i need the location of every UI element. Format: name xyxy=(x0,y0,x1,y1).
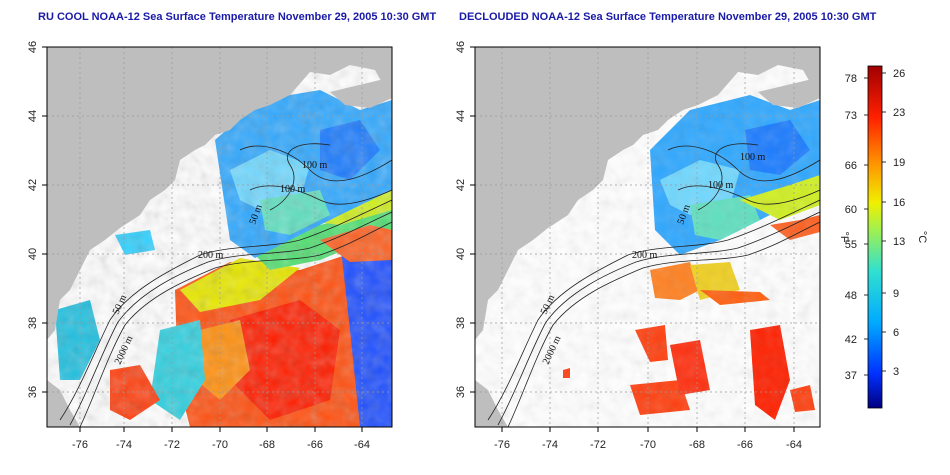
panel-1-title: RU COOL NOAA-12 Sea Surface Temperature … xyxy=(38,11,437,23)
map-left: 100 m 100 m 50 m 200 m 50 m 2000 m -76 -… xyxy=(27,41,393,451)
lat-tick-label: 36 xyxy=(27,386,39,398)
lat-tick-label: 36 xyxy=(455,386,467,398)
contour-label-100m-a: 100 m xyxy=(740,152,766,163)
lon-tick-label: -68 xyxy=(259,439,275,451)
fahrenheit-tick: 55 xyxy=(845,239,857,251)
lon-tick-label: -66 xyxy=(737,439,753,451)
lon-tick-label: -72 xyxy=(164,439,180,451)
lon-tick-label: -70 xyxy=(640,439,656,451)
lon-tick-label: -74 xyxy=(542,439,558,451)
lat-tick-label: 40 xyxy=(27,248,39,260)
celsius-tick: 16 xyxy=(893,197,905,209)
celsius-tick: 3 xyxy=(893,366,899,378)
fahrenheit-tick: 73 xyxy=(845,110,857,122)
lon-tick-label: -64 xyxy=(354,439,370,451)
celsius-tick: 26 xyxy=(893,68,905,80)
map-right: 100 m 100 m 50 m 200 m 50 m 2000 m -76 -… xyxy=(455,41,821,451)
land-mass xyxy=(475,47,820,340)
lat-tick-label: 46 xyxy=(455,41,467,53)
lat-tick-label: 42 xyxy=(27,179,39,191)
lat-tick-label: 44 xyxy=(455,110,467,122)
lon-tick-label: -72 xyxy=(590,439,606,451)
y-axis-left: 36 38 40 42 44 46 xyxy=(27,41,47,398)
celsius-label: °C xyxy=(916,231,928,243)
contour-label-100m-a: 100 m xyxy=(302,160,328,171)
celsius-tick: 6 xyxy=(893,327,899,339)
fahrenheit-tick: 37 xyxy=(845,370,857,382)
lon-tick-label: -70 xyxy=(212,439,228,451)
lat-tick-label: 38 xyxy=(27,317,39,329)
lon-tick-label: -76 xyxy=(494,439,510,451)
contour-label-100m-b: 100 m xyxy=(280,184,306,195)
contour-label-200m: 200 m xyxy=(198,250,224,261)
y-axis-right: 36 38 40 42 44 46 xyxy=(455,41,475,398)
contour-label-100m-b: 100 m xyxy=(708,180,734,191)
fahrenheit-label: °F xyxy=(838,231,850,242)
celsius-tick: 9 xyxy=(893,288,899,300)
contour-label-200m: 200 m xyxy=(632,250,658,261)
fahrenheit-tick: 66 xyxy=(845,160,857,172)
lat-tick-label: 40 xyxy=(455,248,467,260)
lon-tick-label: -68 xyxy=(689,439,705,451)
celsius-tick: 19 xyxy=(893,157,905,169)
celsius-tick: 23 xyxy=(893,107,905,119)
lat-tick-label: 38 xyxy=(455,317,467,329)
land-mass xyxy=(47,47,392,340)
panel-2-title: DECLOUDED NOAA-12 Sea Surface Temperatur… xyxy=(459,11,877,23)
fahrenheit-tick: 60 xyxy=(845,204,857,216)
colorbar-gradient xyxy=(867,65,883,409)
lon-tick-label: -74 xyxy=(116,439,132,451)
celsius-tick: 13 xyxy=(893,236,905,248)
lon-tick-label: -66 xyxy=(307,439,323,451)
lon-tick-label: -76 xyxy=(72,439,88,451)
colorbar: 78 73 66 60 55 48 42 37 26 23 19 16 13 9… xyxy=(838,65,928,409)
fahrenheit-tick: 48 xyxy=(845,290,857,302)
lat-tick-label: 46 xyxy=(27,41,39,53)
lat-tick-label: 44 xyxy=(27,110,39,122)
lon-tick-label: -64 xyxy=(786,439,802,451)
fahrenheit-tick: 78 xyxy=(845,73,857,85)
x-axis-right: -76 -74 -72 -70 -68 -66 -64 xyxy=(494,427,802,451)
lat-tick-label: 42 xyxy=(455,179,467,191)
x-axis-left: -76 -74 -72 -70 -68 -66 -64 xyxy=(72,427,370,451)
fahrenheit-tick: 42 xyxy=(845,334,857,346)
